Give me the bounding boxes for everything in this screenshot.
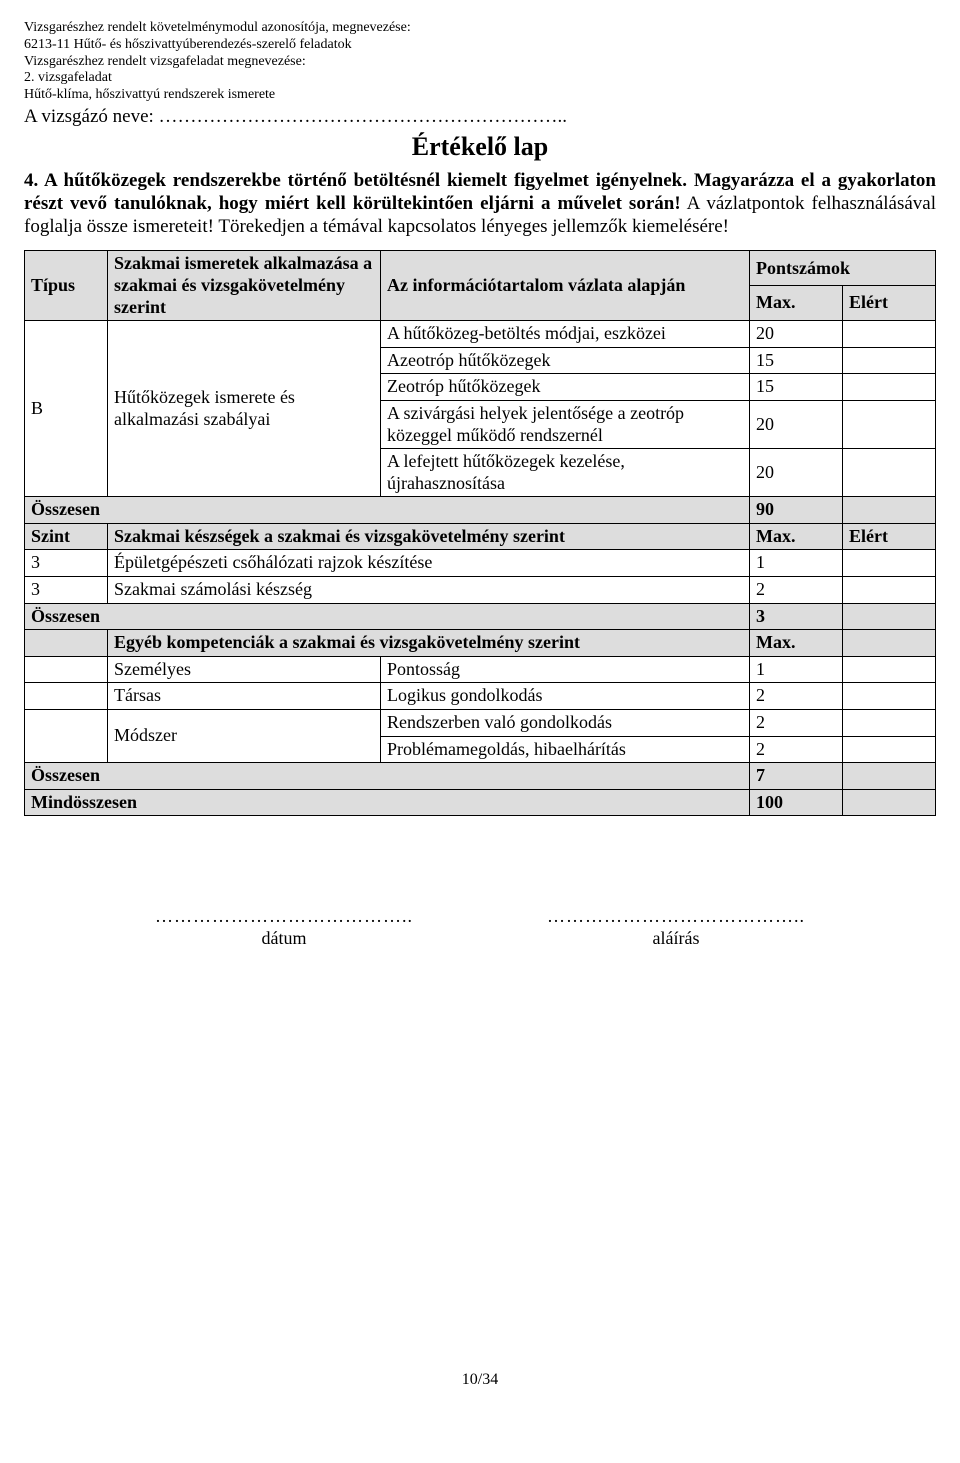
- egyeb-left: [25, 683, 108, 710]
- intro: 4. A hűtőközegek rendszerekbe történő be…: [24, 170, 936, 238]
- egyeb-cat: Személyes: [108, 656, 381, 683]
- egyeb-cat: Társas: [108, 683, 381, 710]
- candidate-label: A vizsgázó neve:: [24, 106, 154, 127]
- th-max3: Max.: [750, 630, 843, 657]
- sign-dots: …………………………………..: [526, 906, 826, 928]
- mindosszesen-label: Mindösszesen: [25, 789, 750, 816]
- th-elert3: [843, 630, 936, 657]
- mindosszesen-val: 100: [750, 789, 843, 816]
- hdr-l3: Vizsgarészhez rendelt vizsgafeladat megn…: [24, 54, 936, 71]
- elert-row: [843, 449, 936, 497]
- osszesen2-val: 3: [750, 603, 843, 630]
- max-row: 15: [750, 374, 843, 401]
- th-info: Az információtartalom vázlata alapján: [381, 251, 750, 321]
- szint-row: 3: [25, 577, 108, 604]
- elert-row: [843, 683, 936, 710]
- th-max: Max.: [750, 286, 843, 321]
- th-szint: Szint: [25, 523, 108, 550]
- egyeb-text: Problémamegoldás, hibaelhárítás: [381, 736, 750, 763]
- max-row: 1: [750, 656, 843, 683]
- elert-row: [843, 321, 936, 348]
- egyeb-left: [25, 630, 108, 657]
- sign-datum: ………………………………….. dátum: [134, 906, 434, 949]
- elert-row: [843, 400, 936, 448]
- signature-row: ………………………………….. dátum ………………………………….. al…: [134, 906, 826, 949]
- th-tipus: Típus: [25, 251, 108, 321]
- elert-row: [843, 577, 936, 604]
- candidate-line: A vizsgázó neve: ………………………………………………………..: [24, 106, 936, 129]
- sign-alairas-label: aláírás: [526, 928, 826, 950]
- info-row: Azeotróp hűtőközegek: [381, 347, 750, 374]
- info-row: A szivárgási helyek jelentősége a zeotró…: [381, 400, 750, 448]
- cell-szakmai-b: Hűtőközegek ismerete és alkalmazási szab…: [108, 321, 381, 497]
- hdr-l5: Hűtő-klíma, hőszivattyú rendszerek ismer…: [24, 87, 936, 104]
- page-number: 10/34: [24, 1370, 936, 1389]
- egyeb-left: [25, 710, 108, 763]
- sign-alairas: ………………………………….. aláírás: [526, 906, 826, 949]
- max-row: 20: [750, 400, 843, 448]
- cell-tipus-b: B: [25, 321, 108, 497]
- elert-row: [843, 656, 936, 683]
- info-row: A lefejtett hűtőközegek kezelése, újraha…: [381, 449, 750, 497]
- elert-row: [843, 374, 936, 401]
- info-row: Zeotróp hűtőközegek: [381, 374, 750, 401]
- osszesen1-elert: [843, 497, 936, 524]
- max-row: 2: [750, 736, 843, 763]
- max-row: 15: [750, 347, 843, 374]
- egyeb-left: [25, 656, 108, 683]
- max-row: 20: [750, 321, 843, 348]
- hdr-l4: 2. vizsgafeladat: [24, 70, 936, 87]
- candidate-dots: ………………………………………………………..: [159, 106, 568, 127]
- max-row: 20: [750, 449, 843, 497]
- th-pontszamok: Pontszámok: [750, 251, 936, 286]
- page-title: Értékelő lap: [24, 131, 936, 162]
- max-row: 2: [750, 710, 843, 737]
- osszesen2-label: Összesen: [25, 603, 750, 630]
- sign-datum-label: dátum: [134, 928, 434, 950]
- hdr-l2: 6213-11 Hűtő- és hőszivattyúberendezés-s…: [24, 37, 936, 54]
- egyeb-text: Rendszerben való gondolkodás: [381, 710, 750, 737]
- th-szakmai: Szakmai ismeretek alkalmazása a szakmai …: [108, 251, 381, 321]
- osszesen3-elert: [843, 763, 936, 790]
- eval-table: Típus Szakmai ismeretek alkalmazása a sz…: [24, 250, 936, 816]
- keszseg-row: Épületgépészeti csőhálózati rajzok készí…: [108, 550, 750, 577]
- osszesen2-elert: [843, 603, 936, 630]
- th-elert: Elért: [843, 286, 936, 321]
- elert-row: [843, 550, 936, 577]
- osszesen3-label: Összesen: [25, 763, 750, 790]
- max-row: 2: [750, 577, 843, 604]
- max-row: 2: [750, 683, 843, 710]
- th-max2: Max.: [750, 523, 843, 550]
- szint-row: 3: [25, 550, 108, 577]
- osszesen1-label: Összesen: [25, 497, 750, 524]
- mindosszesen-elert: [843, 789, 936, 816]
- modszer-label: Módszer: [108, 710, 381, 763]
- info-row: A hűtőközeg-betöltés módjai, eszközei: [381, 321, 750, 348]
- sign-dots: …………………………………..: [134, 906, 434, 928]
- elert-row: [843, 347, 936, 374]
- elert-row: [843, 710, 936, 737]
- egyeb-text: Logikus gondolkodás: [381, 683, 750, 710]
- egyeb-text: Pontosság: [381, 656, 750, 683]
- keszseg-row: Szakmai számolási készség: [108, 577, 750, 604]
- max-row: 1: [750, 550, 843, 577]
- hdr-l1: Vizsgarészhez rendelt követelménymodul a…: [24, 20, 936, 37]
- th-elert2: Elért: [843, 523, 936, 550]
- osszesen1-val: 90: [750, 497, 843, 524]
- osszesen3-val: 7: [750, 763, 843, 790]
- elert-row: [843, 736, 936, 763]
- th-keszseg: Szakmai készségek a szakmai és vizsgaköv…: [108, 523, 750, 550]
- th-egyeb: Egyéb kompetenciák a szakmai és vizsgakö…: [108, 630, 750, 657]
